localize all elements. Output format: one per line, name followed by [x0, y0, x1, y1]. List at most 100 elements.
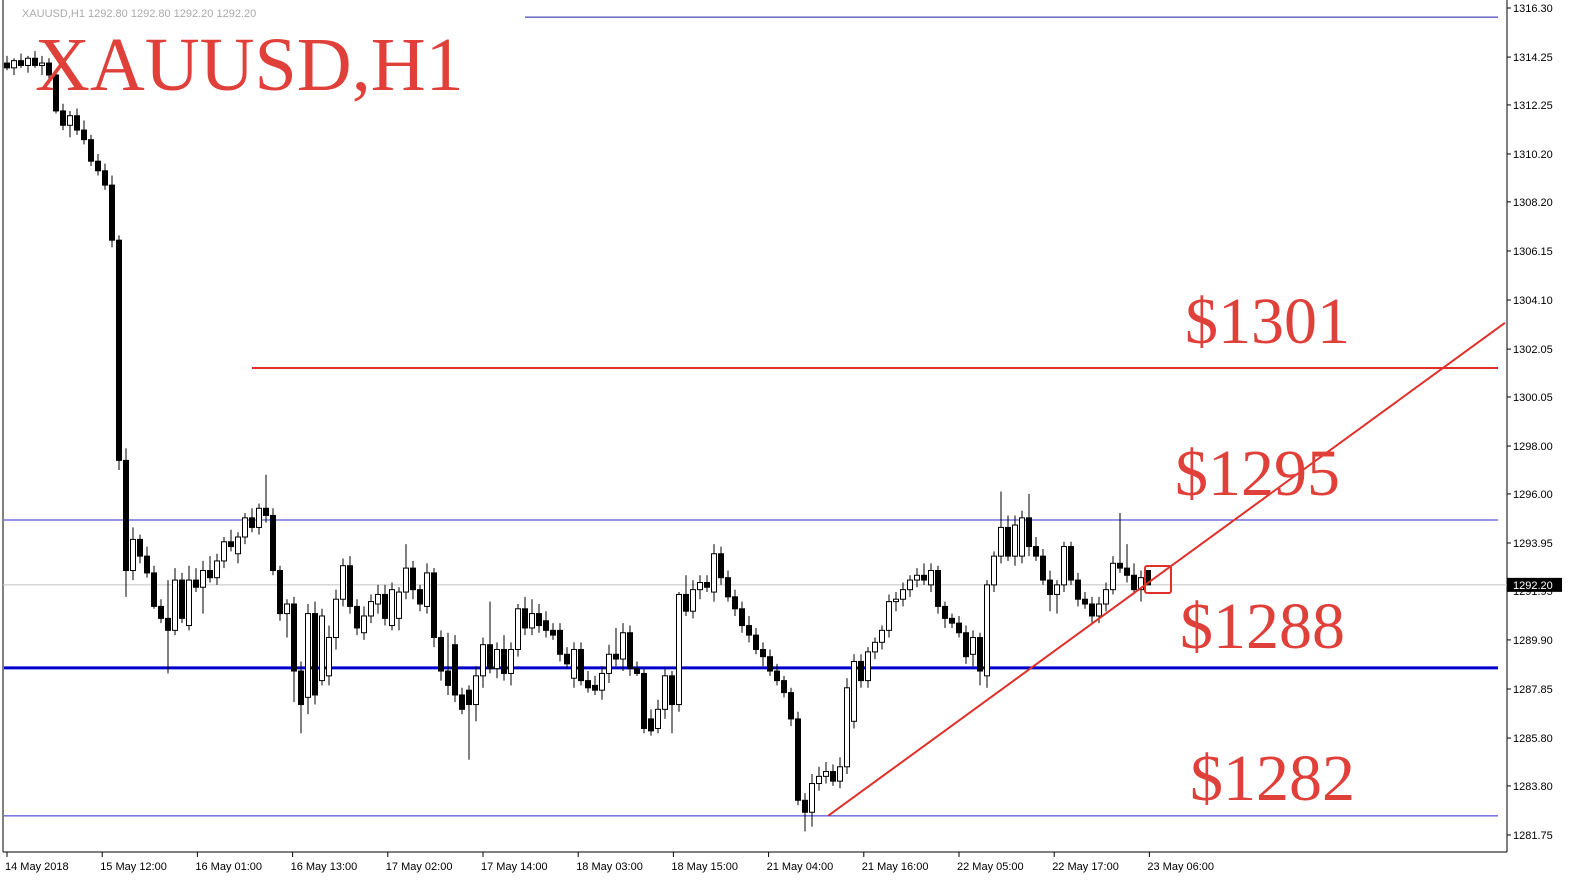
candle-body-down [46, 62, 52, 76]
candle-body-up [1054, 584, 1060, 595]
candle-body-up [1110, 562, 1116, 591]
candle-body-down [1040, 555, 1046, 581]
candle-body-down [1033, 546, 1039, 557]
candle-body-up [1012, 524, 1018, 557]
candle-body-up [571, 648, 577, 679]
candle-body-down [802, 799, 808, 813]
candle-body-down [858, 660, 864, 682]
candle-body-down [81, 129, 87, 141]
candle-body-down [354, 605, 360, 629]
candle-body-down [704, 581, 710, 588]
candle-body-down [60, 110, 66, 126]
y-tick-label: 1304.10 [1513, 295, 1553, 307]
candle-body-down [410, 567, 416, 591]
candle-body-down [158, 605, 164, 619]
candle-body-down [557, 629, 563, 655]
candle-body-down [613, 653, 619, 660]
candle-body-up [172, 579, 178, 631]
candle-body-down [487, 644, 493, 670]
candle-body-up [984, 584, 990, 677]
candle-body-down [627, 632, 633, 670]
candle-body-up [1019, 517, 1025, 557]
candle-body-down [193, 579, 199, 588]
candle-body-down [382, 593, 388, 619]
candle-body-down [767, 656, 773, 672]
candle-body-down [795, 718, 801, 801]
candle-body-down [263, 507, 269, 516]
candle-body-up [928, 570, 934, 586]
x-tick-label: 14 May 2018 [5, 861, 69, 873]
candle-body-down [102, 170, 108, 186]
candle-body-down [312, 613, 318, 696]
candle-body-up [333, 598, 339, 639]
candle-body-down [760, 648, 766, 658]
candle-body-up [494, 648, 500, 670]
candle-body-up [67, 115, 73, 126]
y-tick-label: 1289.90 [1513, 635, 1553, 647]
x-tick-label: 16 May 13:00 [291, 861, 358, 873]
candle-body-down [179, 579, 185, 619]
candle-body-up [256, 507, 262, 528]
candle-body-down [1005, 526, 1011, 557]
candle-body-down [298, 670, 304, 706]
candle-body-down [648, 718, 654, 732]
candle-body-up [389, 589, 395, 627]
y-tick-label: 1285.80 [1513, 733, 1553, 745]
candle-body-up [403, 567, 409, 593]
y-tick-label: 1308.20 [1513, 197, 1553, 209]
y-tick-label: 1287.85 [1513, 684, 1553, 696]
candle-body-down [935, 570, 941, 607]
candle-body-up [900, 589, 906, 600]
candle-body-up [816, 775, 822, 785]
candle-body-down [88, 139, 94, 162]
candle-body-down [228, 541, 234, 548]
candle-body-down [774, 670, 780, 682]
candle-body-down [445, 670, 451, 686]
x-tick-label: 16 May 01:00 [195, 861, 262, 873]
candle-body-up [809, 783, 815, 813]
candle-body-down [1026, 517, 1032, 548]
candle-body-up [284, 603, 290, 615]
candle-body-up [340, 565, 346, 600]
y-tick-label: 1281.75 [1513, 830, 1553, 842]
candle-body-down [1082, 598, 1088, 605]
candle-body-down [144, 555, 150, 574]
candle-body-up [879, 629, 885, 643]
candle-body-up [998, 526, 1004, 557]
candle-body-down [1068, 546, 1074, 581]
candle-body-down [522, 608, 528, 629]
y-tick-label: 1310.20 [1513, 149, 1553, 161]
candle-body-down [270, 514, 276, 572]
candle-body-down [788, 692, 794, 720]
candle-body-up [851, 660, 857, 722]
x-tick-label: 17 May 14:00 [481, 861, 548, 873]
x-tick-label: 22 May 05:00 [957, 861, 1024, 873]
candle-body-up [991, 555, 997, 586]
candle-body-down [536, 613, 542, 627]
candle-body-up [186, 579, 192, 627]
candle-body-down [592, 684, 598, 691]
candle-body-up [515, 608, 521, 650]
candle-body-down [781, 680, 787, 694]
candle-body-up [711, 553, 717, 593]
candle-body-up [424, 572, 430, 607]
candle-body-up [326, 637, 332, 677]
candle-body-down [683, 593, 689, 612]
candle-body-down [921, 574, 927, 581]
candle-body-up [599, 672, 605, 691]
candle-body-down [830, 771, 836, 782]
candle-body-down [53, 74, 59, 112]
candle-body-up [1061, 546, 1067, 586]
candle-body-down [4, 62, 10, 69]
x-tick-label: 23 May 06:00 [1147, 861, 1214, 873]
y-tick-label: 1314.25 [1513, 52, 1553, 64]
candle-body-down [417, 589, 423, 605]
candle-body-down [32, 57, 38, 66]
highlight-box [1144, 565, 1172, 594]
candle-body-down [963, 632, 969, 658]
candle-body-down [95, 160, 101, 172]
chart-header: XAUUSD,H1 1292.80 1292.80 1292.20 1292.2… [22, 8, 256, 20]
candle-body-up [529, 613, 535, 629]
candle-body-down [74, 115, 80, 131]
